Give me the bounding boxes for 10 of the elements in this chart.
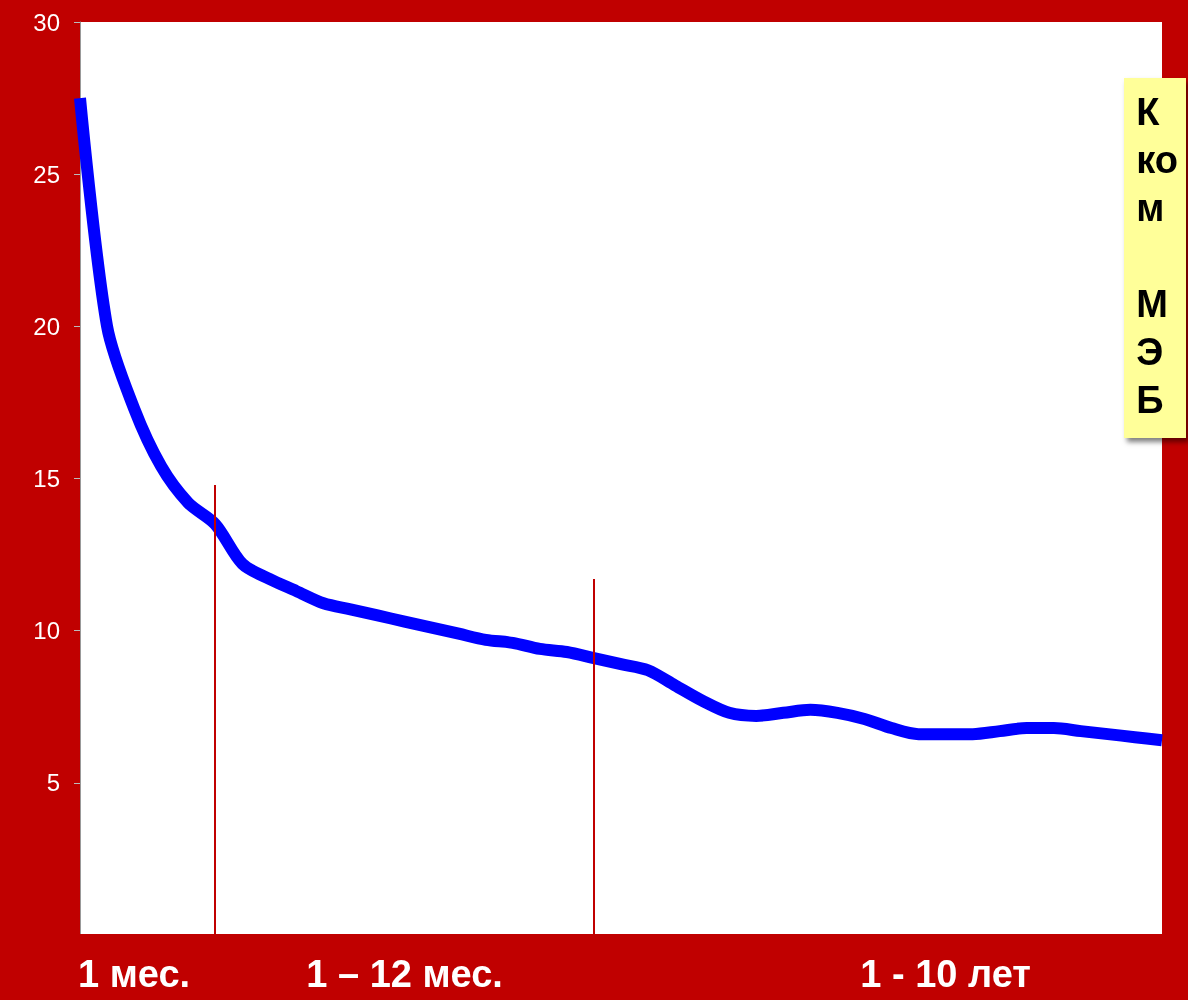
x-tick-label: 1 – 12 мес.	[306, 953, 503, 995]
x-tick-label: 1 мес.	[78, 953, 191, 995]
y-tick-label: 10	[33, 617, 60, 645]
y-tick-label: 15	[33, 465, 60, 492]
x-tick-label: 1 - 10 лет	[860, 953, 1031, 995]
y-tick-label: 20	[33, 312, 60, 340]
y-tick-label: 5	[46, 769, 60, 797]
y-tick-label: 30	[33, 8, 60, 36]
y-tick-label: 25	[33, 160, 60, 188]
text: К ко м М Э Б	[1136, 91, 1178, 421]
